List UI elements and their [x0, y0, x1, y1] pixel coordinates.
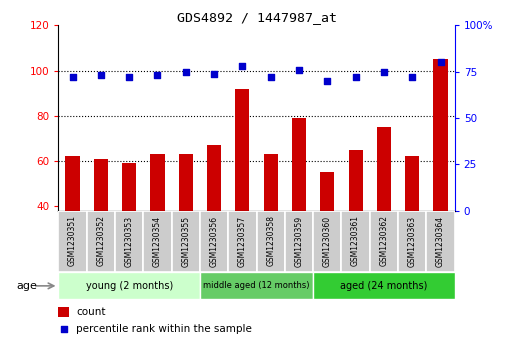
- Bar: [285, 211, 313, 272]
- Point: [295, 67, 303, 73]
- Bar: [58, 307, 69, 317]
- Text: GSM1230363: GSM1230363: [408, 216, 417, 266]
- Bar: [292, 118, 306, 211]
- Bar: [228, 211, 257, 272]
- Bar: [172, 211, 200, 272]
- Bar: [200, 272, 313, 299]
- Bar: [313, 272, 455, 299]
- Point: [267, 74, 275, 80]
- Bar: [264, 154, 278, 211]
- Bar: [370, 211, 398, 272]
- Bar: [115, 211, 143, 272]
- Bar: [66, 156, 80, 211]
- Text: GSM1230358: GSM1230358: [266, 216, 275, 266]
- Bar: [58, 211, 87, 272]
- Text: GSM1230354: GSM1230354: [153, 216, 162, 266]
- Point: [125, 74, 133, 80]
- Bar: [207, 145, 221, 211]
- Bar: [377, 127, 391, 211]
- Text: GSM1230364: GSM1230364: [436, 216, 445, 266]
- Text: young (2 months): young (2 months): [85, 281, 173, 291]
- Text: GSM1230355: GSM1230355: [181, 216, 190, 266]
- Bar: [150, 154, 165, 211]
- Title: GDS4892 / 1447987_at: GDS4892 / 1447987_at: [177, 11, 336, 24]
- Text: count: count: [76, 307, 106, 317]
- Point: [210, 71, 218, 77]
- Bar: [235, 89, 249, 211]
- Bar: [143, 211, 172, 272]
- Point: [238, 63, 246, 69]
- Bar: [320, 172, 334, 211]
- Text: GSM1230360: GSM1230360: [323, 216, 332, 266]
- Text: age: age: [16, 281, 37, 291]
- Text: GSM1230361: GSM1230361: [351, 216, 360, 266]
- Bar: [94, 159, 108, 211]
- Text: aged (24 months): aged (24 months): [340, 281, 428, 291]
- Text: GSM1230357: GSM1230357: [238, 216, 247, 266]
- Bar: [58, 272, 200, 299]
- Text: GSM1230353: GSM1230353: [124, 216, 134, 266]
- Text: GSM1230351: GSM1230351: [68, 216, 77, 266]
- Point: [97, 73, 105, 78]
- Point: [408, 74, 416, 80]
- Text: GSM1230352: GSM1230352: [97, 216, 105, 266]
- Bar: [87, 211, 115, 272]
- Text: percentile rank within the sample: percentile rank within the sample: [76, 325, 252, 334]
- Point: [69, 74, 77, 80]
- Text: GSM1230359: GSM1230359: [295, 216, 303, 266]
- Point: [352, 74, 360, 80]
- Bar: [405, 156, 419, 211]
- Text: middle aged (12 months): middle aged (12 months): [203, 281, 310, 290]
- Bar: [257, 211, 285, 272]
- Bar: [200, 211, 228, 272]
- Bar: [426, 211, 455, 272]
- Bar: [341, 211, 370, 272]
- Bar: [179, 154, 193, 211]
- Bar: [433, 59, 448, 211]
- Bar: [398, 211, 426, 272]
- Point: [323, 78, 331, 84]
- Bar: [313, 211, 341, 272]
- Point: [182, 69, 190, 75]
- Bar: [122, 163, 136, 211]
- Point: [153, 73, 162, 78]
- Text: GSM1230362: GSM1230362: [379, 216, 389, 266]
- Point: [59, 327, 68, 333]
- Point: [436, 60, 444, 65]
- Bar: [348, 150, 363, 211]
- Point: [380, 69, 388, 75]
- Text: GSM1230356: GSM1230356: [210, 216, 218, 266]
